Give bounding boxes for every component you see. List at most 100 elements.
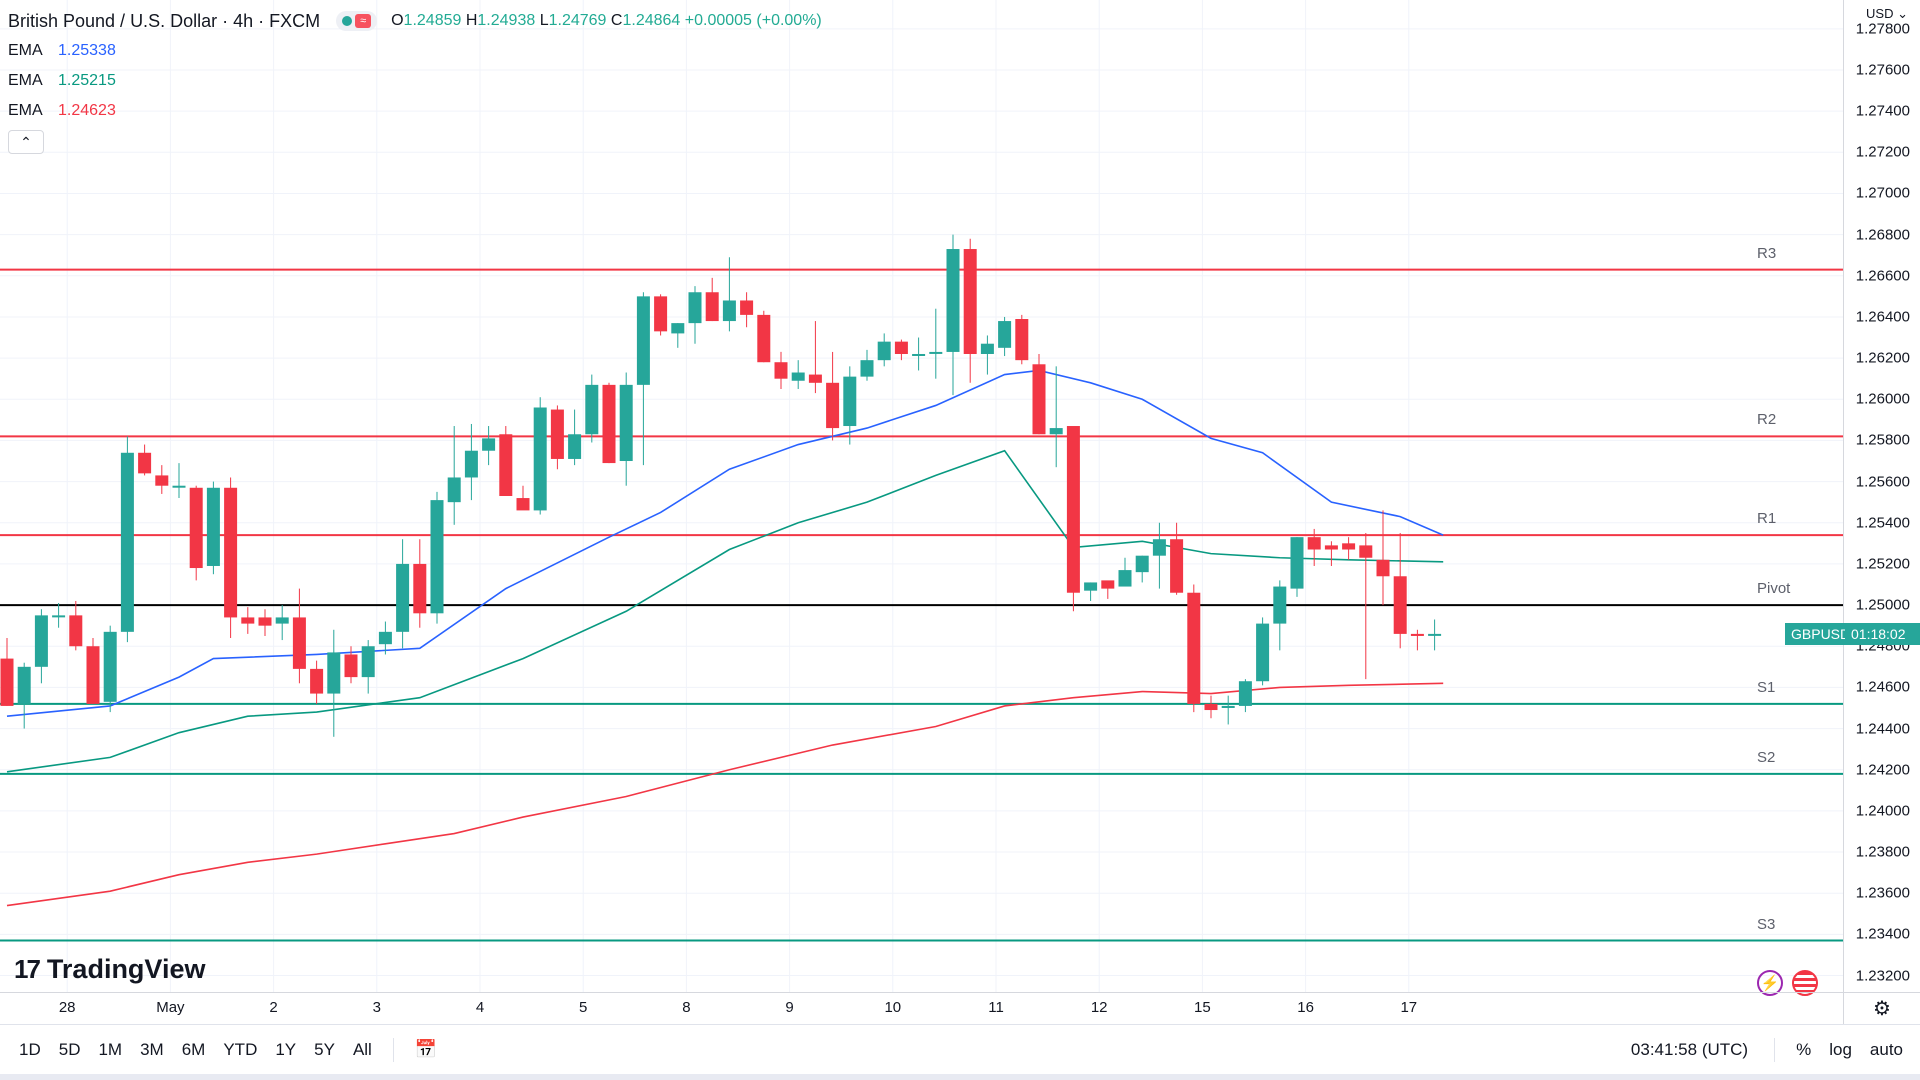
range-1d-button[interactable]: 1D bbox=[19, 1039, 41, 1059]
candle-body bbox=[826, 382, 840, 429]
range-3m-button[interactable]: 3M bbox=[140, 1039, 164, 1059]
market-status-badge[interactable]: ≈ bbox=[336, 11, 378, 31]
lightning-icon[interactable]: ⚡ bbox=[1757, 970, 1783, 996]
utc-clock[interactable]: 03:41:58 (UTC) bbox=[1630, 1039, 1749, 1059]
candle bbox=[894, 339, 908, 361]
candle-body bbox=[1238, 681, 1252, 706]
candle-body bbox=[1428, 633, 1442, 636]
price-tick-label: 1.24400 bbox=[1855, 720, 1910, 738]
candle-body bbox=[52, 615, 66, 618]
candle-body bbox=[206, 487, 220, 566]
range-5d-button[interactable]: 5D bbox=[58, 1039, 81, 1059]
candle-body bbox=[912, 353, 926, 356]
toolbar-right: 03:41:58 (UTC) % log auto bbox=[1630, 1037, 1920, 1062]
candle-body bbox=[34, 615, 48, 667]
candle-body bbox=[877, 341, 891, 361]
candle-body bbox=[1152, 539, 1166, 556]
candle-body bbox=[292, 617, 306, 669]
range-all-button[interactable]: All bbox=[352, 1039, 372, 1059]
chart-plot-area[interactable]: British Pound / U.S. Dollar · 4h · FXCM … bbox=[0, 0, 1843, 996]
time-tick-label: 3 bbox=[372, 999, 381, 1016]
candle-body bbox=[860, 360, 874, 377]
us-flag-icon[interactable] bbox=[1792, 970, 1818, 996]
candle-body bbox=[1256, 623, 1270, 682]
indicator-ema-1[interactable]: EMA 1.25338 bbox=[8, 36, 822, 66]
candle bbox=[912, 337, 926, 371]
log-scale-toggle[interactable]: log bbox=[1829, 1039, 1852, 1059]
candle-body bbox=[464, 450, 478, 478]
candle-body bbox=[69, 615, 83, 647]
candle bbox=[740, 292, 754, 328]
auto-scale-toggle[interactable]: auto bbox=[1869, 1039, 1903, 1059]
price-axis[interactable]: USD ⌄ 1.27800 1.27600 1.27400 1.27200 1.2700… bbox=[1843, 0, 1920, 992]
range-1m-button[interactable]: 1M bbox=[98, 1039, 123, 1059]
time-tick-label: 12 bbox=[1090, 999, 1108, 1016]
price-tick-label: 1.23200 bbox=[1855, 967, 1910, 985]
candle-body bbox=[636, 296, 650, 385]
date-range-button[interactable]: 📅 bbox=[406, 1039, 446, 1060]
indicator-ema-2[interactable]: EMA 1.25215 bbox=[8, 66, 822, 96]
candle bbox=[1066, 426, 1080, 612]
candle bbox=[1152, 522, 1166, 589]
low-value: 1.24769 bbox=[548, 12, 607, 29]
price-tick-label: 1.26400 bbox=[1855, 308, 1910, 326]
symbol-title[interactable]: British Pound / U.S. Dollar · 4h · FXCM bbox=[8, 11, 321, 31]
time-axis[interactable]: 28 May 2 3 4 5 8 9 10 11 12 15 16 17 bbox=[0, 992, 1843, 1024]
indicator-label: EMA bbox=[8, 72, 43, 89]
candle bbox=[258, 609, 272, 636]
ema-line bbox=[6, 369, 1444, 718]
candle-body bbox=[378, 631, 392, 645]
candle-body bbox=[344, 654, 358, 678]
candle bbox=[843, 366, 857, 445]
candle bbox=[378, 621, 392, 655]
indicator-ema-3[interactable]: EMA 1.24623 bbox=[8, 96, 822, 126]
candle bbox=[1032, 353, 1046, 435]
symbol-price-tag: GBPUSD bbox=[1785, 622, 1850, 645]
price-tick-label: 1.27400 bbox=[1855, 102, 1910, 120]
chart-settings-button[interactable]: ⚙ bbox=[1843, 992, 1920, 1024]
time-tick-label: 28 bbox=[58, 999, 76, 1016]
candle-body bbox=[808, 374, 822, 383]
price-tick-label: 1.27600 bbox=[1855, 61, 1910, 79]
candle bbox=[464, 423, 478, 501]
candle bbox=[585, 374, 599, 443]
time-tick-label: 10 bbox=[884, 999, 902, 1016]
pivot-level-label: R3 bbox=[1757, 244, 1777, 262]
candle bbox=[568, 409, 582, 466]
candle bbox=[447, 426, 461, 525]
candle-body bbox=[1359, 545, 1373, 558]
candle-body bbox=[1066, 426, 1080, 593]
pivot-level-label: S1 bbox=[1757, 678, 1776, 696]
change-value: +0.00005 (+0.00%) bbox=[684, 12, 822, 29]
candle bbox=[275, 605, 289, 641]
collapse-legend-button[interactable]: ⌃ bbox=[8, 130, 44, 154]
range-ytd-button[interactable]: YTD bbox=[223, 1039, 258, 1059]
candle-body bbox=[757, 314, 771, 363]
price-chart[interactable] bbox=[0, 0, 1843, 992]
tradingview-logo[interactable]: 17 TradingView bbox=[14, 954, 205, 985]
open-label: O bbox=[391, 12, 404, 29]
ema-line bbox=[6, 449, 1444, 773]
candles-layer bbox=[0, 234, 1442, 737]
percent-scale-toggle[interactable]: % bbox=[1796, 1039, 1812, 1059]
range-5y-button[interactable]: 5Y bbox=[314, 1039, 335, 1059]
candle-body bbox=[1084, 582, 1098, 591]
currency-selector[interactable]: USD ⌄ bbox=[1866, 6, 1908, 22]
candle bbox=[860, 349, 874, 381]
chevron-up-icon: ⌃ bbox=[20, 134, 32, 150]
pivot-level-label: Pivot bbox=[1757, 580, 1791, 598]
range-1y-button[interactable]: 1Y bbox=[275, 1039, 297, 1059]
candle-body bbox=[1135, 555, 1149, 573]
candle bbox=[929, 308, 943, 379]
candle-body bbox=[568, 434, 582, 459]
price-tick-label: 1.23800 bbox=[1855, 843, 1910, 861]
candle-body bbox=[1101, 580, 1115, 589]
indicator-value: 1.25338 bbox=[58, 42, 116, 59]
tradingview-mark-icon: 17 bbox=[14, 954, 41, 984]
candle bbox=[550, 405, 564, 470]
candle bbox=[69, 600, 83, 651]
candle bbox=[774, 351, 788, 389]
symbol-tag-label: GBPUSD bbox=[1791, 625, 1851, 642]
range-6m-button[interactable]: 6M bbox=[181, 1039, 206, 1059]
candle-body bbox=[1376, 559, 1390, 577]
